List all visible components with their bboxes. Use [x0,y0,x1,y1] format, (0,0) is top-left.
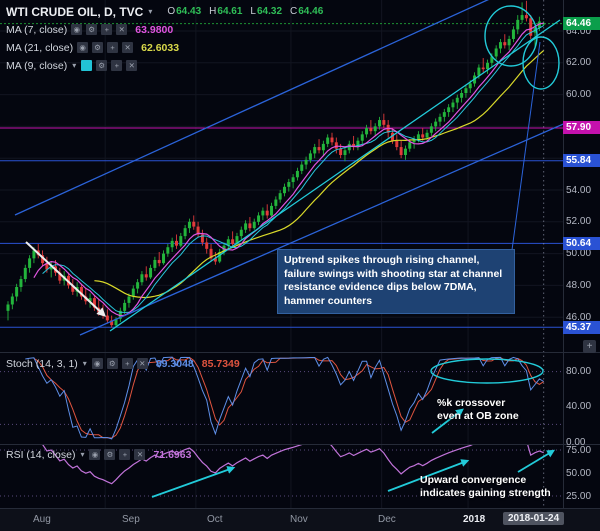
close-icon[interactable]: ✕ [126,60,138,71]
plus-icon[interactable]: + [121,358,133,369]
ohlc-values: O64.43 H64.61 L64.32 C64.46 [167,6,323,17]
time-axis-label: Sep [122,514,140,525]
time-axis-label: Aug [33,514,51,525]
last-bar-date-badge: 2018-01-24 [503,512,565,525]
price-level-lines [0,23,563,328]
symbol-row: WTI CRUDE OIL, D, TVC ▾ O64.43 H64.61 L6… [6,4,323,19]
axis-tick-label: 64.00 [566,25,592,37]
price-axis[interactable]: 64.00 62.00 60.00 54.00 52.00 50.00 48.00 46.00… [563,0,600,508]
rsi-legend: RSI (14, close) ▾ ◉ ⚙ + ✕ 71.6963 [6,448,191,461]
color-swatch-icon[interactable] [81,60,93,71]
drawings [14,0,563,498]
axis-tick-label: 54.00 [566,184,592,196]
axis-tick-label: 50.00 [566,467,592,479]
chevron-down-icon[interactable]: ▾ [148,7,153,16]
close-icon[interactable]: ✕ [134,449,146,460]
stoch-d-value: 85.7349 [201,357,240,370]
axis-tick-label: 46.00 [566,311,592,323]
ma21-value: 62.6033 [141,41,180,54]
time-axis[interactable]: 2018-01-24 Aug Sep Oct Nov Dec 2018 [0,509,600,531]
gear-icon[interactable]: ⚙ [96,60,108,71]
stoch-lines [25,356,544,440]
open-value: O64.43 [167,6,202,17]
gear-icon[interactable]: ⚙ [86,24,98,35]
time-axis-label: Nov [290,514,308,525]
axis-tick-label: 80.00 [566,366,592,378]
ma7-label[interactable]: MA (7, close) [6,23,68,36]
stoch-label[interactable]: Stoch (14, 3, 1) [6,357,78,370]
time-axis-label: Oct [207,514,223,525]
plus-icon[interactable]: + [111,60,123,71]
eye-icon[interactable]: ◉ [77,42,89,53]
indicator-row-ma9: MA (9, close) ▾ ⚙ + ✕ [6,59,323,72]
symbol-title[interactable]: WTI CRUDE OIL, D, TVC [6,4,144,19]
axis-tick-label: 25.00 [566,490,592,502]
pane-plus-icon[interactable]: + [583,340,596,353]
chevron-down-icon[interactable]: ▾ [82,359,87,368]
axis-tick-label: 40.00 [566,401,592,413]
stoch-legend: Stoch (14, 3, 1) ▾ ◉ ⚙ + ✕ 89.3048 85.73… [6,357,240,370]
high-value: H64.61 [209,6,243,17]
indicator-row-ma7: MA (7, close) ◉ ⚙ + ✕ 63.9800 [6,23,323,36]
pane-separators [0,0,600,509]
rsi-value: 71.6963 [153,448,192,461]
time-axis-label: 2018 [463,514,486,525]
eye-icon[interactable]: ◉ [89,449,101,460]
rsi-annotation[interactable]: Upward convergence indicates gaining str… [420,474,551,499]
ma21-label[interactable]: MA (21, close) [6,41,74,54]
plus-icon[interactable]: + [107,42,119,53]
chevron-down-icon[interactable]: ▾ [80,450,85,459]
chart-legend: WTI CRUDE OIL, D, TVC ▾ O64.43 H64.61 L6… [6,5,323,72]
axis-tick-label: 75.00 [566,444,592,456]
price-level-label: 64.46 [563,17,600,31]
close-value: C64.46 [290,6,324,17]
close-icon[interactable]: ✕ [122,42,134,53]
indicator-row-ma21: MA (21, close) ◉ ⚙ + ✕ 62.6033 [6,41,323,54]
axis-tick-label: 60.00 [566,89,592,101]
plus-icon[interactable]: + [119,449,131,460]
price-level-label: 50.64 [563,236,600,250]
price-level-label: 55.84 [563,154,600,168]
annotation-callout[interactable]: Uptrend spikes through rising channel, f… [277,249,515,314]
eye-icon[interactable]: ◉ [71,24,83,35]
plus-icon[interactable]: + [101,24,113,35]
close-icon[interactable]: ✕ [136,358,148,369]
eye-icon[interactable]: ◉ [91,358,103,369]
axis-tick-label: 50.00 [566,248,592,260]
rsi-line [42,445,544,485]
time-axis-label: Dec [378,514,396,525]
axis-tick-label: 48.00 [566,279,592,291]
axis-tick-label: 52.00 [566,216,592,228]
ma9-label[interactable]: MA (9, close) [6,59,68,72]
price-level-label: 45.37 [563,320,600,334]
ma7-value: 63.9800 [135,23,174,36]
rsi-label[interactable]: RSI (14, close) [6,448,76,461]
chevron-down-icon[interactable]: ▾ [72,61,77,70]
stoch-annotation[interactable]: %k crossover even at OB zone [437,397,519,422]
close-icon[interactable]: ✕ [116,24,128,35]
gear-icon[interactable]: ⚙ [106,358,118,369]
low-value: L64.32 [250,6,283,17]
price-level-label: 57.90 [563,121,600,135]
gear-icon[interactable]: ⚙ [104,449,116,460]
axis-tick-label: 0.00 [566,436,586,448]
stoch-k-value: 89.3048 [155,357,194,370]
gear-icon[interactable]: ⚙ [92,42,104,53]
axis-tick-label: 62.00 [566,57,592,69]
